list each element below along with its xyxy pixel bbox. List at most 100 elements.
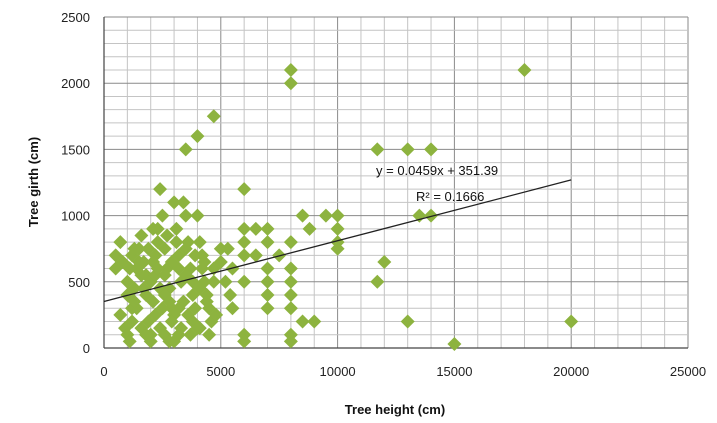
data-point xyxy=(295,208,310,223)
data-point xyxy=(517,62,532,77)
data-point xyxy=(122,261,137,276)
x-axis-title: Tree height (cm) xyxy=(345,402,445,417)
data-point xyxy=(160,228,175,243)
data-point xyxy=(283,334,298,349)
data-point xyxy=(190,208,205,223)
data-point xyxy=(283,261,298,276)
x-tick-label: 15000 xyxy=(436,364,472,379)
data-point xyxy=(192,281,207,296)
x-tick-label: 10000 xyxy=(320,364,356,379)
data-point xyxy=(122,334,137,349)
data-point xyxy=(153,182,168,197)
data-point xyxy=(178,142,193,157)
data-point xyxy=(169,235,184,250)
data-point xyxy=(260,221,275,236)
y-tick-label: 1000 xyxy=(61,209,90,224)
data-point xyxy=(330,221,345,236)
data-point xyxy=(248,221,263,236)
data-point xyxy=(283,235,298,250)
data-point xyxy=(260,235,275,250)
data-point xyxy=(220,241,235,256)
data-point xyxy=(192,235,207,250)
data-point xyxy=(183,327,198,342)
x-tick-labels: 0 5000 10000 15000 20000 25000 xyxy=(100,364,706,379)
data-point xyxy=(330,241,345,256)
data-point xyxy=(146,294,161,309)
data-point xyxy=(155,208,170,223)
data-point xyxy=(283,301,298,316)
grid-lines xyxy=(103,16,689,349)
y-tick-labels: 0 500 1000 1500 2000 2500 xyxy=(61,10,90,356)
data-point xyxy=(206,109,221,124)
y-axis-title: Tree girth (cm) xyxy=(26,137,41,227)
data-point xyxy=(113,235,128,250)
data-point xyxy=(370,142,385,157)
data-point xyxy=(199,294,214,309)
data-point xyxy=(400,142,415,157)
data-point xyxy=(143,334,158,349)
data-point xyxy=(190,129,205,144)
data-point xyxy=(188,248,203,263)
trendline-equation: y = 0.0459x + 351.39 xyxy=(376,163,498,178)
data-point xyxy=(169,221,184,236)
data-point xyxy=(302,221,317,236)
data-point xyxy=(370,274,385,289)
data-point xyxy=(260,274,275,289)
data-point xyxy=(125,314,140,329)
data-point xyxy=(283,288,298,303)
data-point xyxy=(157,268,172,283)
data-point xyxy=(223,288,238,303)
data-point xyxy=(260,301,275,316)
trendline xyxy=(103,179,572,303)
data-point xyxy=(155,301,170,316)
data-point xyxy=(260,288,275,303)
data-point xyxy=(248,248,263,263)
data-point xyxy=(237,334,252,349)
data-point xyxy=(127,241,142,256)
data-point xyxy=(295,314,310,329)
data-point xyxy=(218,274,233,289)
data-point xyxy=(120,274,135,289)
y-tick-label: 0 xyxy=(83,341,90,356)
data-point xyxy=(178,208,193,223)
data-point xyxy=(424,208,439,223)
data-point xyxy=(167,195,182,210)
data-point xyxy=(113,307,128,322)
x-tick-label: 25000 xyxy=(670,364,706,379)
data-point xyxy=(237,221,252,236)
data-point xyxy=(424,142,439,157)
data-point xyxy=(176,195,191,210)
y-tick-label: 2500 xyxy=(61,10,90,25)
data-point xyxy=(260,261,275,276)
trendline-r-squared: R² = 0.1666 xyxy=(416,189,484,204)
data-point xyxy=(127,294,142,309)
data-point xyxy=(447,337,462,352)
y-tick-label: 500 xyxy=(68,275,90,290)
data-point xyxy=(209,307,224,322)
y-tick-label: 2000 xyxy=(61,76,90,91)
y-tick-label: 1500 xyxy=(61,142,90,157)
data-point xyxy=(237,182,252,197)
data-point xyxy=(283,76,298,91)
data-point xyxy=(283,62,298,77)
data-point xyxy=(377,254,392,269)
data-point xyxy=(307,314,322,329)
axes xyxy=(103,17,688,349)
data-point xyxy=(202,327,217,342)
data-point xyxy=(134,228,149,243)
data-point xyxy=(330,208,345,223)
data-point xyxy=(206,274,221,289)
data-point xyxy=(157,241,172,256)
data-point xyxy=(132,254,147,269)
x-tick-label: 5000 xyxy=(206,364,235,379)
data-point xyxy=(141,241,156,256)
data-point xyxy=(237,248,252,263)
data-point xyxy=(197,254,212,269)
data-point xyxy=(176,294,191,309)
data-point xyxy=(150,221,165,236)
x-tick-label: 0 xyxy=(100,364,107,379)
data-point xyxy=(237,235,252,250)
data-point xyxy=(164,314,179,329)
data-point xyxy=(564,314,579,329)
